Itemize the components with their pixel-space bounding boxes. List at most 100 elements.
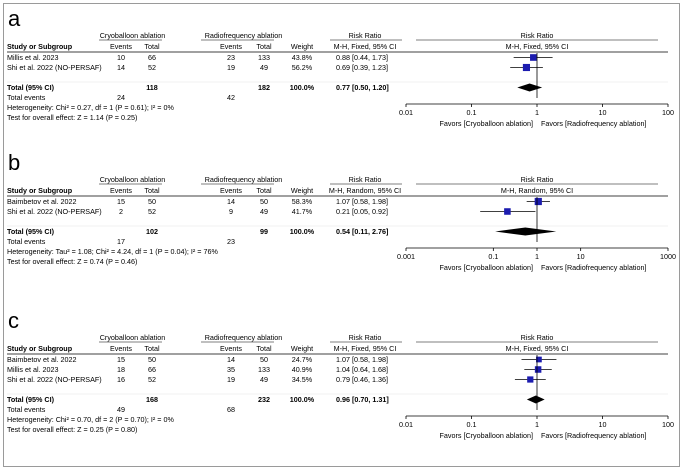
events2-col-header: Events	[220, 186, 242, 195]
total-events2: 42	[227, 93, 235, 102]
heterogeneity-text: Heterogeneity: Chi² = 0.70, df = 2 (P = …	[7, 415, 174, 424]
total-n1: 102	[146, 227, 158, 236]
weight-col-header: Weight	[291, 344, 313, 353]
study-name: Millis et al. 2023	[7, 365, 59, 374]
study-total1: 52	[148, 63, 156, 72]
study-weight: 58.3%	[292, 197, 313, 206]
study-total2: 49	[260, 375, 268, 384]
weight-col-header: Weight	[291, 186, 313, 195]
total-weight: 100.0%	[290, 227, 315, 236]
total-label: Total (95% CI)	[7, 227, 55, 236]
study-total1: 66	[148, 53, 156, 62]
study-total2: 49	[260, 63, 268, 72]
events2-col-header: Events	[220, 344, 242, 353]
x-tick-label: 10	[599, 108, 607, 117]
group2-header: Radiofrequency ablation	[205, 31, 283, 40]
x-tick-label: 1	[535, 420, 539, 429]
study-total1: 50	[148, 197, 156, 206]
total2-col-header: Total	[256, 42, 272, 51]
total-events2: 68	[227, 405, 235, 414]
panel-label-a: a	[8, 6, 21, 31]
study-ci-text: 0.21 [0.05, 0.92]	[336, 207, 388, 216]
study-events1: 10	[117, 53, 125, 62]
x-tick-label: 0.1	[467, 420, 477, 429]
favors-left-label: Favors [Cryoballoon ablation]	[440, 119, 534, 128]
study-total2: 49	[260, 207, 268, 216]
group1-header: Cryoballoon ablation	[100, 333, 166, 342]
plot-method-header: M-H, Random, 95% CI	[501, 186, 573, 195]
study-total2: 50	[260, 355, 268, 364]
total-events2: 23	[227, 237, 235, 246]
study-total1: 50	[148, 355, 156, 364]
study-name: Shi et al. 2022 (NO-PERSAF)	[7, 207, 102, 216]
total-events-label: Total events	[7, 93, 46, 102]
study-ci-text: 1.07 [0.58, 1.98]	[336, 197, 388, 206]
study-effect-square	[522, 63, 531, 72]
total-events-label: Total events	[7, 237, 46, 246]
study-ci-text: 0.69 [0.39, 1.23]	[336, 63, 388, 72]
plot-title: Risk Ratio	[521, 31, 554, 40]
study-name: Baimbetov et al. 2022	[7, 197, 77, 206]
study-events2: 19	[227, 375, 235, 384]
total-ci-text: 0.96 [0.70, 1.31]	[336, 395, 389, 404]
overall-effect-text: Test for overall effect: Z = 0.25 (P = 0…	[7, 425, 137, 434]
group2-header: Radiofrequency ablation	[205, 175, 283, 184]
total-events-label: Total events	[7, 405, 46, 414]
study-weight: 41.7%	[292, 207, 313, 216]
study-total1: 66	[148, 365, 156, 374]
favors-left-label: Favors [Cryoballoon ablation]	[440, 263, 534, 272]
forest-panel-a: a Cryoballoon ablation Radiofrequency abl…	[0, 6, 685, 142]
total-n1: 118	[146, 83, 158, 92]
x-tick-label: 0.01	[399, 420, 413, 429]
total-events1: 24	[117, 93, 125, 102]
rr-method-header: M-H, Random, 95% CI	[329, 186, 401, 195]
total1-col-header: Total	[144, 344, 160, 353]
study-effect-square	[534, 366, 542, 373]
x-tick-label: 1000	[660, 252, 676, 261]
events2-col-header: Events	[220, 42, 242, 51]
forest-panel-b: b Cryoballoon ablation Radiofrequency abl…	[0, 150, 685, 298]
favors-left-label: Favors [Cryoballoon ablation]	[440, 431, 534, 440]
forest-panel-c: c Cryoballoon ablation Radiofrequency abl…	[0, 308, 685, 456]
x-tick-label: 1	[535, 252, 539, 261]
total-weight: 100.0%	[290, 395, 315, 404]
panel-label-c: c	[8, 308, 19, 333]
pooled-effect-diamond	[517, 83, 543, 92]
total-events1: 49	[117, 405, 125, 414]
study-col-header: Study or Subgroup	[7, 42, 73, 51]
study-events2: 19	[227, 63, 235, 72]
forest-plot-c-svg: Cryoballoon ablation Radiofrequency ablat…	[7, 333, 674, 440]
study-effect-square	[504, 208, 511, 215]
x-tick-label: 0.1	[488, 252, 498, 261]
rr-method-header: M-H, Fixed, 95% CI	[334, 42, 397, 51]
x-tick-label: 100	[662, 108, 674, 117]
study-events2: 9	[229, 207, 233, 216]
study-total2: 133	[258, 53, 270, 62]
study-effect-square	[530, 54, 537, 61]
study-ci-text: 1.04 [0.64, 1.68]	[336, 365, 388, 374]
events1-col-header: Events	[110, 186, 132, 195]
overall-effect-text: Test for overall effect: Z = 1.14 (P = 0…	[7, 113, 137, 122]
plot-method-header: M-H, Fixed, 95% CI	[506, 344, 569, 353]
forest-plot-b-svg: Cryoballoon ablation Radiofrequency ablat…	[7, 175, 676, 272]
figure-frame	[3, 3, 680, 467]
study-events2: 35	[227, 365, 235, 374]
study-events1: 18	[117, 365, 125, 374]
weight-col-header: Weight	[291, 42, 313, 51]
x-tick-label: 0.1	[467, 108, 477, 117]
study-total2: 50	[260, 197, 268, 206]
study-events2: 14	[227, 197, 235, 206]
study-events1: 16	[117, 375, 125, 384]
group1-header: Cryoballoon ablation	[100, 31, 166, 40]
total-n1: 168	[146, 395, 158, 404]
study-events2: 14	[227, 355, 235, 364]
study-weight: 43.8%	[292, 53, 313, 62]
heterogeneity-text: Heterogeneity: Chi² = 0.27, df = 1 (P = …	[7, 103, 174, 112]
study-ci-text: 0.79 [0.46, 1.36]	[336, 375, 388, 384]
x-tick-label: 0.001	[397, 252, 415, 261]
x-tick-label: 1	[535, 108, 539, 117]
study-col-header: Study or Subgroup	[7, 186, 73, 195]
group2-header: Radiofrequency ablation	[205, 333, 283, 342]
total-events1: 17	[117, 237, 125, 246]
study-events1: 15	[117, 197, 125, 206]
